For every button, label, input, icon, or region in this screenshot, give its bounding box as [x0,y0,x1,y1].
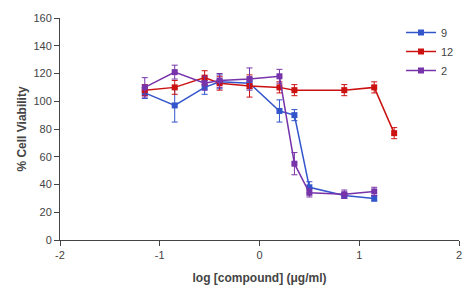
svg-text:100: 100 [33,95,51,107]
svg-text:0: 0 [46,234,52,246]
svg-text:160: 160 [33,12,51,24]
svg-text:80: 80 [40,123,52,135]
svg-text:-2: -2 [55,249,65,261]
svg-text:-1: -1 [155,249,165,261]
svg-text:60: 60 [40,151,52,163]
svg-text:log [compound] (μg/ml): log [compound] (μg/ml) [193,271,327,285]
svg-text:0: 0 [256,249,262,261]
svg-text:120: 120 [33,67,51,79]
svg-text:% Cell Viability: % Cell Viability [15,86,29,171]
svg-text:40: 40 [40,178,52,190]
svg-text:2: 2 [441,65,447,77]
svg-text:12: 12 [441,46,453,58]
svg-text:20: 20 [40,206,52,218]
svg-text:1: 1 [356,249,362,261]
svg-text:9: 9 [441,27,447,39]
svg-text:2: 2 [456,249,462,261]
svg-text:140: 140 [33,40,51,52]
